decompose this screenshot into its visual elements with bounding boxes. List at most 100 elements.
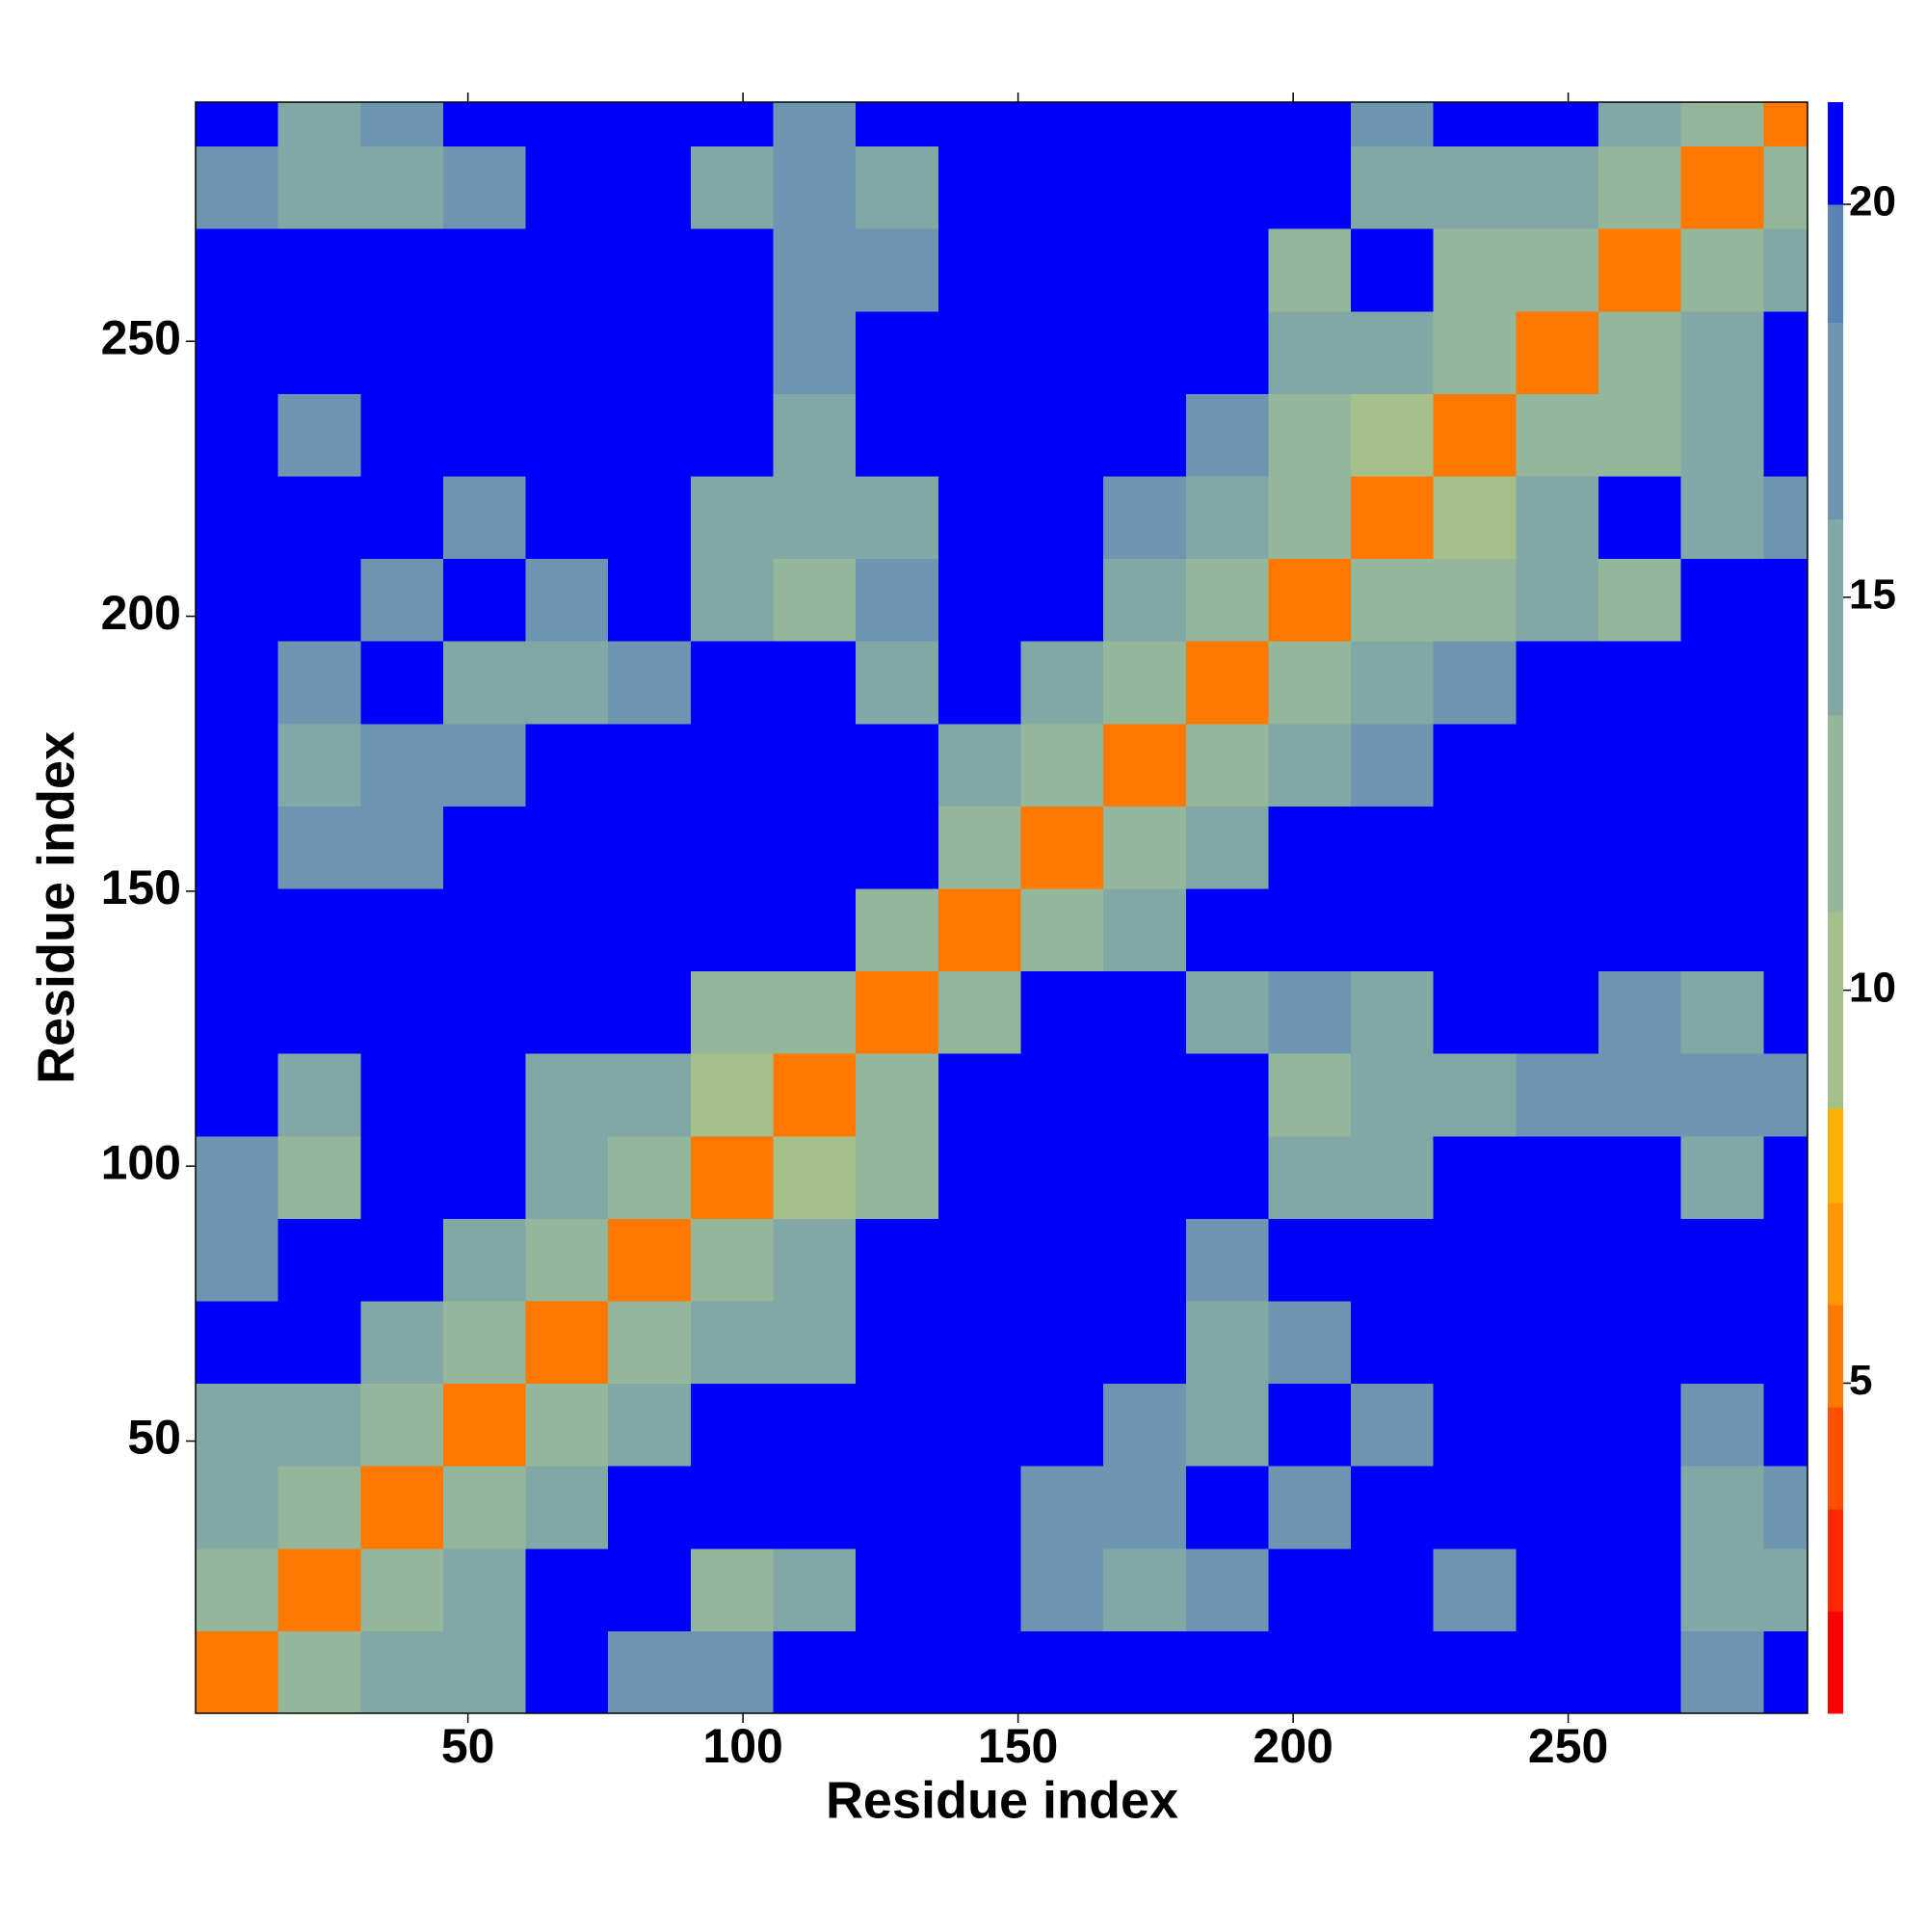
heat-cell xyxy=(1185,1466,1269,1549)
heat-cell xyxy=(1020,102,1104,147)
heat-cell xyxy=(360,806,444,889)
colorbar-segment xyxy=(1828,1202,1843,1306)
heat-cell xyxy=(360,310,444,394)
colorbar-segment xyxy=(1828,322,1843,519)
heat-cell xyxy=(525,1466,609,1549)
heat-cell xyxy=(856,970,939,1054)
heat-cell xyxy=(196,723,279,807)
heat-cell xyxy=(1185,310,1269,394)
heat-cell xyxy=(856,1466,939,1549)
heat-cell xyxy=(773,476,857,560)
heat-cell xyxy=(1598,1548,1682,1631)
heat-cell xyxy=(937,393,1021,477)
heat-cell xyxy=(1351,393,1435,477)
heat-cell xyxy=(360,1383,444,1467)
heat-cell xyxy=(1020,806,1104,889)
heat-cell xyxy=(442,1630,527,1714)
heat-cell xyxy=(1763,1466,1808,1549)
heat-cell xyxy=(442,1135,527,1219)
heat-cell xyxy=(608,888,692,972)
heat-cell xyxy=(856,102,939,147)
heat-cell xyxy=(277,146,361,229)
heat-cell xyxy=(773,146,857,229)
heat-cell xyxy=(1351,1301,1435,1385)
heat-cell xyxy=(442,1466,527,1549)
heat-cell xyxy=(1268,102,1352,147)
heat-cell xyxy=(1103,1630,1187,1714)
heat-cell xyxy=(1433,1218,1517,1302)
heat-cell xyxy=(1185,102,1269,147)
heat-cell xyxy=(1680,641,1764,725)
heat-cell xyxy=(196,1466,279,1549)
heat-cell xyxy=(690,1383,775,1467)
heat-cell xyxy=(1433,1301,1517,1385)
heat-cell xyxy=(1680,806,1764,889)
heat-cell xyxy=(277,1218,361,1302)
heat-cell xyxy=(1598,228,1682,312)
heat-cell xyxy=(442,476,527,560)
heat-cell xyxy=(1103,393,1187,477)
heat-cell xyxy=(856,558,939,642)
heat-cell xyxy=(690,1135,775,1219)
heat-cell xyxy=(196,558,279,642)
heat-cell xyxy=(525,146,609,229)
heat-cell xyxy=(608,1301,692,1385)
heat-cell xyxy=(1763,1383,1808,1467)
heat-cell xyxy=(1020,1383,1104,1467)
heat-cell xyxy=(1103,102,1187,147)
heat-cell xyxy=(1268,806,1352,889)
heat-cell xyxy=(1598,806,1682,889)
heat-cell xyxy=(360,558,444,642)
heat-cell xyxy=(196,1218,279,1302)
heat-cell xyxy=(1680,1466,1764,1549)
heat-cell xyxy=(608,1630,692,1714)
heat-cell xyxy=(937,1135,1021,1219)
heat-cell xyxy=(1763,558,1808,642)
heat-cell xyxy=(525,1383,609,1467)
heat-cell xyxy=(1268,970,1352,1054)
heat-cell xyxy=(1185,1548,1269,1631)
heat-cell xyxy=(360,102,444,147)
heat-cell xyxy=(773,1135,857,1219)
heat-cell xyxy=(1351,102,1435,147)
colorbar-segment xyxy=(1828,715,1843,913)
heat-cell xyxy=(1516,1383,1599,1467)
colorbar-tick-label: 5 xyxy=(1849,1357,1872,1404)
heat-cell xyxy=(1103,888,1187,972)
colorbar-segment xyxy=(1828,1610,1843,1714)
heat-cell xyxy=(1268,723,1352,807)
heat-cell xyxy=(1680,723,1764,807)
heat-cell xyxy=(1763,228,1808,312)
heat-cell xyxy=(360,1466,444,1549)
heat-cell xyxy=(856,806,939,889)
heat-cell xyxy=(773,1383,857,1467)
heat-cell xyxy=(525,310,609,394)
heat-cell xyxy=(196,1053,279,1137)
heat-cell xyxy=(773,806,857,889)
heat-cell xyxy=(1598,393,1682,477)
heat-cell xyxy=(196,393,279,477)
heat-cell xyxy=(1185,970,1269,1054)
heat-cell xyxy=(277,723,361,807)
heat-cell xyxy=(773,558,857,642)
heat-cell xyxy=(1103,228,1187,312)
heat-cell xyxy=(1433,558,1517,642)
colorbar-tick-label: 20 xyxy=(1849,178,1896,225)
heat-cell xyxy=(856,1630,939,1714)
heat-cell xyxy=(360,1053,444,1137)
heat-cell xyxy=(937,806,1021,889)
heat-cell xyxy=(1598,476,1682,560)
heat-cell xyxy=(196,888,279,972)
heat-cell xyxy=(1763,1135,1808,1219)
heat-cell xyxy=(1680,1053,1764,1137)
heat-cell xyxy=(1680,1218,1764,1302)
heat-cell xyxy=(1185,806,1269,889)
heat-cell xyxy=(690,888,775,972)
heat-cell xyxy=(856,723,939,807)
heat-cell xyxy=(1103,1466,1187,1549)
heat-cell xyxy=(1351,146,1435,229)
heat-cell xyxy=(1103,1383,1187,1467)
heat-cell xyxy=(277,1135,361,1219)
heat-cell xyxy=(1351,228,1435,312)
heat-cell xyxy=(608,146,692,229)
